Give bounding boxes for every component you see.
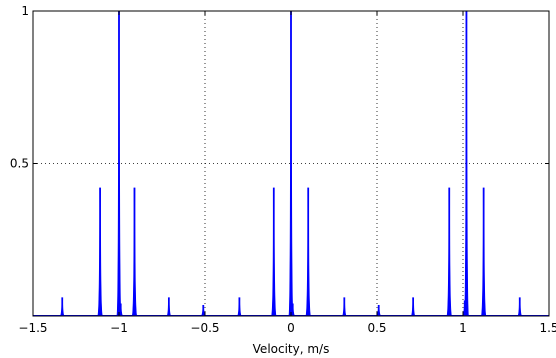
- spectral-peak: [118, 303, 123, 317]
- y-tick-labels: 0.51: [10, 4, 29, 171]
- spectral-peak: [237, 297, 242, 317]
- spectral-peak: [410, 297, 416, 317]
- x-tick-label: 1.5: [539, 321, 556, 335]
- spectral-peak: [290, 303, 295, 317]
- x-axis-label: Velocity, m/s: [253, 342, 330, 356]
- spectral-peak: [376, 305, 381, 317]
- y-tick-label: 0.5: [10, 157, 29, 171]
- x-tick-label: 0.5: [367, 321, 386, 335]
- spectral-peak: [97, 187, 104, 317]
- x-tick-labels: −1.5 −1 −0.5 0 0.5 1 1.5: [18, 321, 556, 335]
- spectral-peak: [166, 297, 172, 317]
- spectral-peak: [270, 187, 277, 317]
- spectral-peak: [305, 187, 312, 317]
- x-tick-label: 1: [459, 321, 467, 335]
- x-tick-label: 0: [287, 321, 295, 335]
- spectral-peak: [59, 297, 65, 317]
- x-tick-label: −1: [110, 321, 128, 335]
- spectral-peak: [131, 187, 138, 317]
- spectral-peak: [342, 297, 347, 317]
- x-tick-label: −1.5: [18, 321, 47, 335]
- spectral-peak: [480, 187, 487, 317]
- axis-ticks: [32, 10, 550, 316]
- spectral-peak: [446, 187, 453, 317]
- x-tick-label: −0.5: [190, 321, 219, 335]
- spectral-peak: [517, 297, 523, 317]
- y-tick-label: 1: [21, 4, 29, 18]
